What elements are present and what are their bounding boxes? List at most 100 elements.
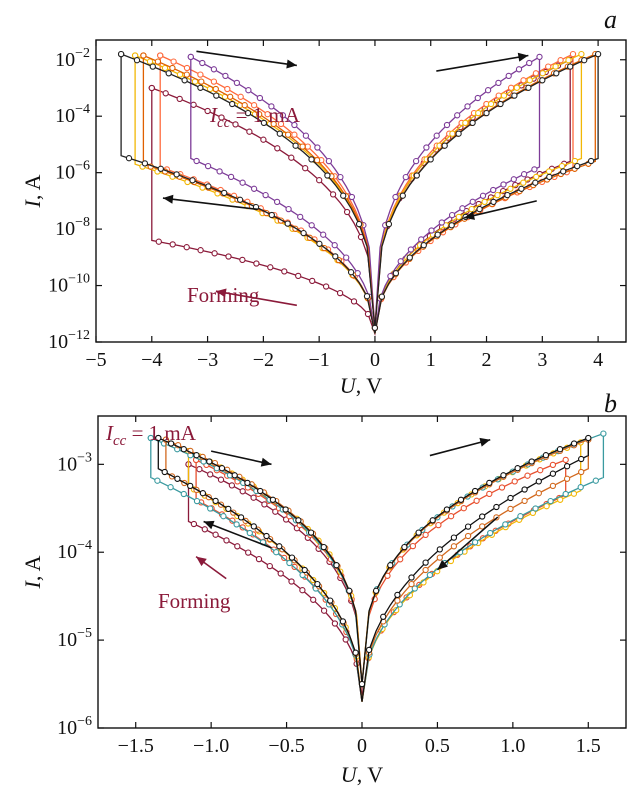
- series-4-point: [487, 529, 494, 537]
- x-tick-label: 2: [482, 349, 492, 371]
- direction-arrowhead: [437, 559, 448, 570]
- series-3-point: [475, 109, 482, 117]
- series-1-point: [212, 531, 219, 538]
- series-2-point: [197, 71, 204, 78]
- series-4-point: [297, 213, 304, 221]
- series-4-point: [495, 79, 502, 87]
- series-5-point: [563, 475, 571, 482]
- series-6-point: [300, 229, 307, 237]
- series-6-point: [563, 463, 571, 470]
- series-5-point: [270, 120, 277, 128]
- series-6-point: [539, 77, 546, 84]
- series-1-point: [148, 84, 155, 92]
- series-2-point: [473, 497, 480, 504]
- series-1-point: [274, 145, 281, 152]
- series-1-point: [320, 607, 328, 614]
- series-3-point: [500, 92, 508, 99]
- series-6-point: [441, 142, 448, 149]
- series-4-point: [526, 59, 533, 67]
- series-6-point: [587, 157, 595, 165]
- series-6-point: [434, 231, 441, 238]
- series-4-point: [600, 430, 607, 437]
- series-3-point: [533, 173, 540, 181]
- series-4-point: [320, 231, 327, 238]
- series-5-point: [284, 131, 292, 138]
- series-4-point: [536, 53, 543, 61]
- series-6-point: [355, 220, 363, 228]
- series-5-point: [394, 597, 401, 604]
- direction-arrowhead: [260, 457, 272, 467]
- series-6-point: [236, 196, 244, 203]
- series-6-point: [193, 452, 200, 459]
- series-1-point: [295, 272, 302, 280]
- series-6-point: [514, 465, 521, 472]
- series-4-point: [279, 112, 287, 119]
- series-2-point: [277, 120, 285, 128]
- series-6-point: [457, 496, 465, 503]
- series-6-point: [206, 458, 213, 465]
- series-5-point: [313, 157, 321, 164]
- series-4-point: [250, 185, 258, 192]
- series-2-point: [447, 513, 455, 520]
- series-4-point: [222, 72, 229, 80]
- series-1-point: [336, 289, 344, 297]
- series-6-point: [500, 472, 507, 479]
- series-1-point: [260, 136, 267, 143]
- series-6-point: [229, 100, 236, 108]
- series-6-point: [231, 472, 238, 479]
- x-tick-label: 4: [593, 349, 603, 371]
- x-tick-label: −0.5: [268, 735, 304, 757]
- series-3-point: [526, 77, 533, 84]
- series-5-point: [479, 523, 486, 530]
- series-6-point: [567, 63, 574, 70]
- series-6-point: [413, 172, 420, 179]
- series-4-point: [262, 191, 269, 199]
- series-6-point: [497, 100, 504, 108]
- series-4-point: [167, 484, 174, 491]
- series-4-point: [464, 103, 471, 110]
- series-5-point: [212, 85, 219, 93]
- series-4-point: [207, 505, 214, 512]
- panel-b-xlabel: U, V: [341, 762, 383, 787]
- series-6-point: [469, 119, 476, 127]
- series-2-point: [562, 456, 569, 464]
- series-6-point: [406, 254, 413, 261]
- series-6-point: [387, 562, 394, 569]
- series-4-point: [256, 94, 264, 102]
- series-4-point: [547, 497, 554, 505]
- series-3-point: [558, 162, 566, 170]
- series-4-point: [314, 144, 321, 151]
- series-6-point: [346, 587, 353, 594]
- series-4-point: [520, 171, 528, 178]
- series-6-point: [525, 84, 532, 91]
- series-6-point: [483, 109, 490, 117]
- series-3-point: [507, 185, 514, 192]
- series-2-point: [537, 467, 544, 474]
- series-1-point: [350, 298, 358, 305]
- series-2-point: [498, 484, 506, 491]
- direction-arrowhead: [203, 520, 215, 530]
- series-4-point: [469, 198, 476, 205]
- direction-arrowhead: [464, 211, 475, 220]
- series-6-point: [340, 192, 347, 199]
- series-4-point: [233, 521, 240, 528]
- series-2-point: [210, 78, 218, 85]
- series-5-point: [436, 554, 443, 561]
- series-1-point: [190, 101, 197, 108]
- series-5-point: [198, 78, 205, 85]
- series-4-point: [479, 192, 487, 199]
- series-6-point: [149, 63, 156, 70]
- series-1-point: [266, 562, 273, 570]
- panel-a: a −5 −4 −3 −2 −1 0 1 2 3 4 10−12 10−10 10−8 10−6 10−4 1…: [20, 5, 627, 398]
- series-1-point: [288, 154, 295, 161]
- y-tick-label: 10−8: [55, 215, 90, 240]
- series-5-point: [549, 482, 557, 490]
- series-6-point: [380, 613, 387, 620]
- series-6-point: [352, 649, 359, 656]
- series-4-point: [245, 87, 252, 94]
- series-2-point: [250, 102, 258, 109]
- series-4-point: [392, 193, 399, 201]
- series-4-point: [426, 571, 434, 579]
- series-6-point: [307, 529, 315, 536]
- series-4-point: [325, 157, 333, 165]
